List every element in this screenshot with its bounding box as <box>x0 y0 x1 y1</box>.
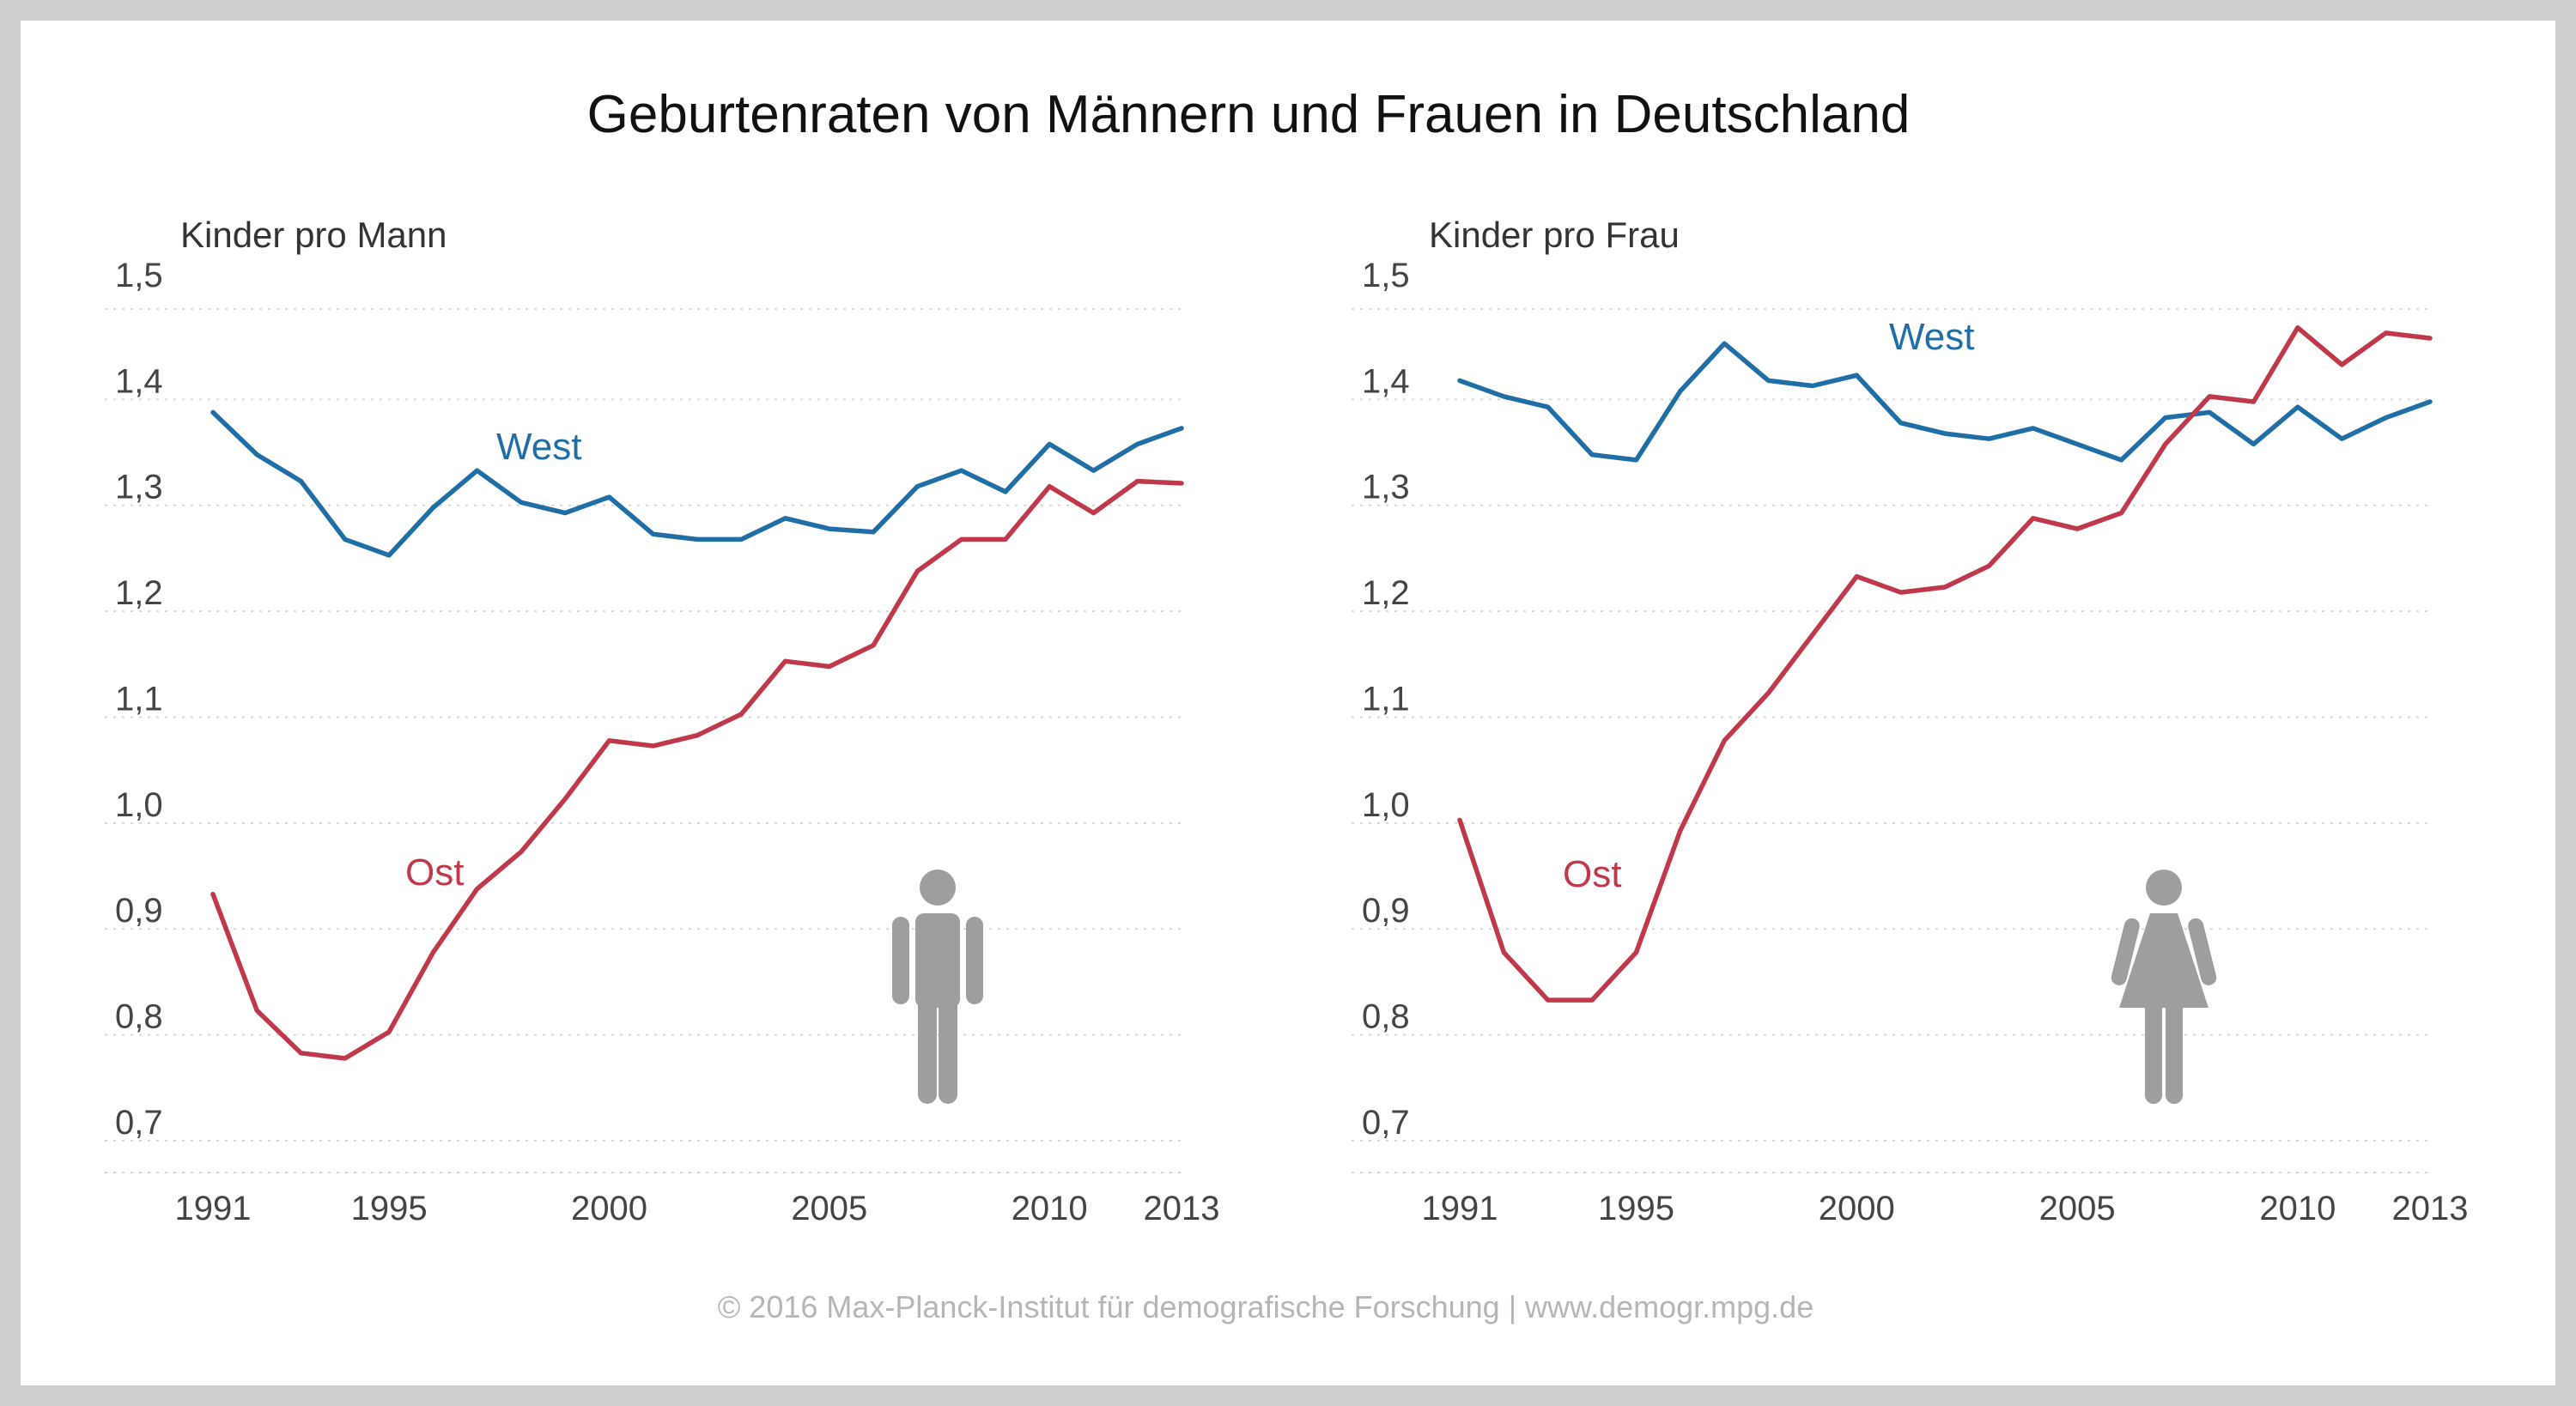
x-tick-label: 2005 <box>2039 1190 2116 1227</box>
x-tick-label: 2005 <box>791 1190 867 1227</box>
chart-frame: Geburtenraten von Männern und Frauen in … <box>21 21 2555 1385</box>
y-tick-labels: 0,7 0,8 0,9 1,0 1,1 1,2 1,3 1,4 1,5 <box>1362 257 1410 1142</box>
y-tick-label: 1,4 <box>115 362 163 400</box>
x-tick-labels: 1991 1995 2000 2005 2010 2013 <box>175 1190 1220 1227</box>
credit-line: © 2016 Max-Planck-Institut für demografi… <box>718 1289 1814 1324</box>
x-tick-label: 1995 <box>1598 1190 1674 1227</box>
x-tick-label: 2010 <box>2259 1190 2336 1227</box>
grid-lines <box>105 308 1182 1173</box>
panel-men: 0,7 0,8 0,9 1,0 1,1 1,2 1,3 1,4 1,5 Kinder pro M… <box>105 215 1219 1227</box>
series-lines <box>210 409 1184 1061</box>
series-lines <box>1457 324 2433 1003</box>
y-tick-label: 0,7 <box>1362 1104 1410 1142</box>
y-tick-label: 1,4 <box>1362 362 1410 400</box>
x-tick-label: 2013 <box>2392 1190 2469 1227</box>
y-tick-label: 1,1 <box>1362 680 1410 718</box>
x-tick-label: 2000 <box>1819 1190 1895 1227</box>
y-tick-label: 1,0 <box>115 786 163 824</box>
x-tick-label: 2000 <box>571 1190 647 1227</box>
y-tick-label: 1,5 <box>115 257 163 294</box>
y-tick-label: 1,3 <box>115 469 163 506</box>
series-label-west: West <box>1889 316 1974 358</box>
y-tick-label: 1,1 <box>115 680 163 718</box>
y-tick-label: 0,9 <box>115 892 163 930</box>
y-tick-label: 1,0 <box>1362 786 1410 824</box>
series-line-west <box>1457 341 2433 463</box>
y-axis-label: Kinder pro Frau <box>1429 215 1680 255</box>
y-tick-label: 1,3 <box>1362 469 1410 506</box>
y-tick-label: 0,8 <box>115 998 163 1036</box>
x-tick-labels: 1991 1995 2000 2005 2010 2013 <box>1422 1190 2469 1227</box>
y-tick-label: 1,5 <box>1362 257 1410 294</box>
grid-lines <box>1352 308 2430 1173</box>
figure: Geburtenraten von Männern und Frauen in … <box>105 85 2468 1324</box>
y-tick-label: 0,7 <box>115 1104 163 1142</box>
series-label-west: West <box>496 426 581 468</box>
y-axis-label: Kinder pro Mann <box>180 215 447 255</box>
x-tick-label: 1991 <box>1422 1190 1498 1227</box>
y-tick-label: 1,2 <box>1362 574 1410 612</box>
y-tick-label: 0,9 <box>1362 892 1410 930</box>
series-line-ost <box>1457 324 2433 1003</box>
y-tick-label: 1,2 <box>115 574 163 612</box>
x-tick-label: 1991 <box>175 1190 252 1227</box>
series-line-ost <box>210 478 1184 1061</box>
series-label-ost: Ost <box>405 851 464 894</box>
figure-title: Geburtenraten von Männern und Frauen in … <box>587 85 1911 144</box>
series-label-ost: Ost <box>1563 853 1621 895</box>
y-tick-labels: 0,7 0,8 0,9 1,0 1,1 1,2 1,3 1,4 1,5 <box>115 257 163 1142</box>
x-tick-label: 2010 <box>1012 1190 1088 1227</box>
man-figure-icon <box>892 870 983 1104</box>
woman-figure-icon <box>2111 870 2217 1104</box>
x-tick-label: 1995 <box>351 1190 428 1227</box>
series-line-west <box>210 409 1184 558</box>
x-tick-label: 2013 <box>1144 1190 1220 1227</box>
y-tick-label: 0,8 <box>1362 998 1410 1036</box>
panel-women: 0,7 0,8 0,9 1,0 1,1 1,2 1,3 1,4 1,5 Kinder pro F… <box>1352 215 2468 1227</box>
